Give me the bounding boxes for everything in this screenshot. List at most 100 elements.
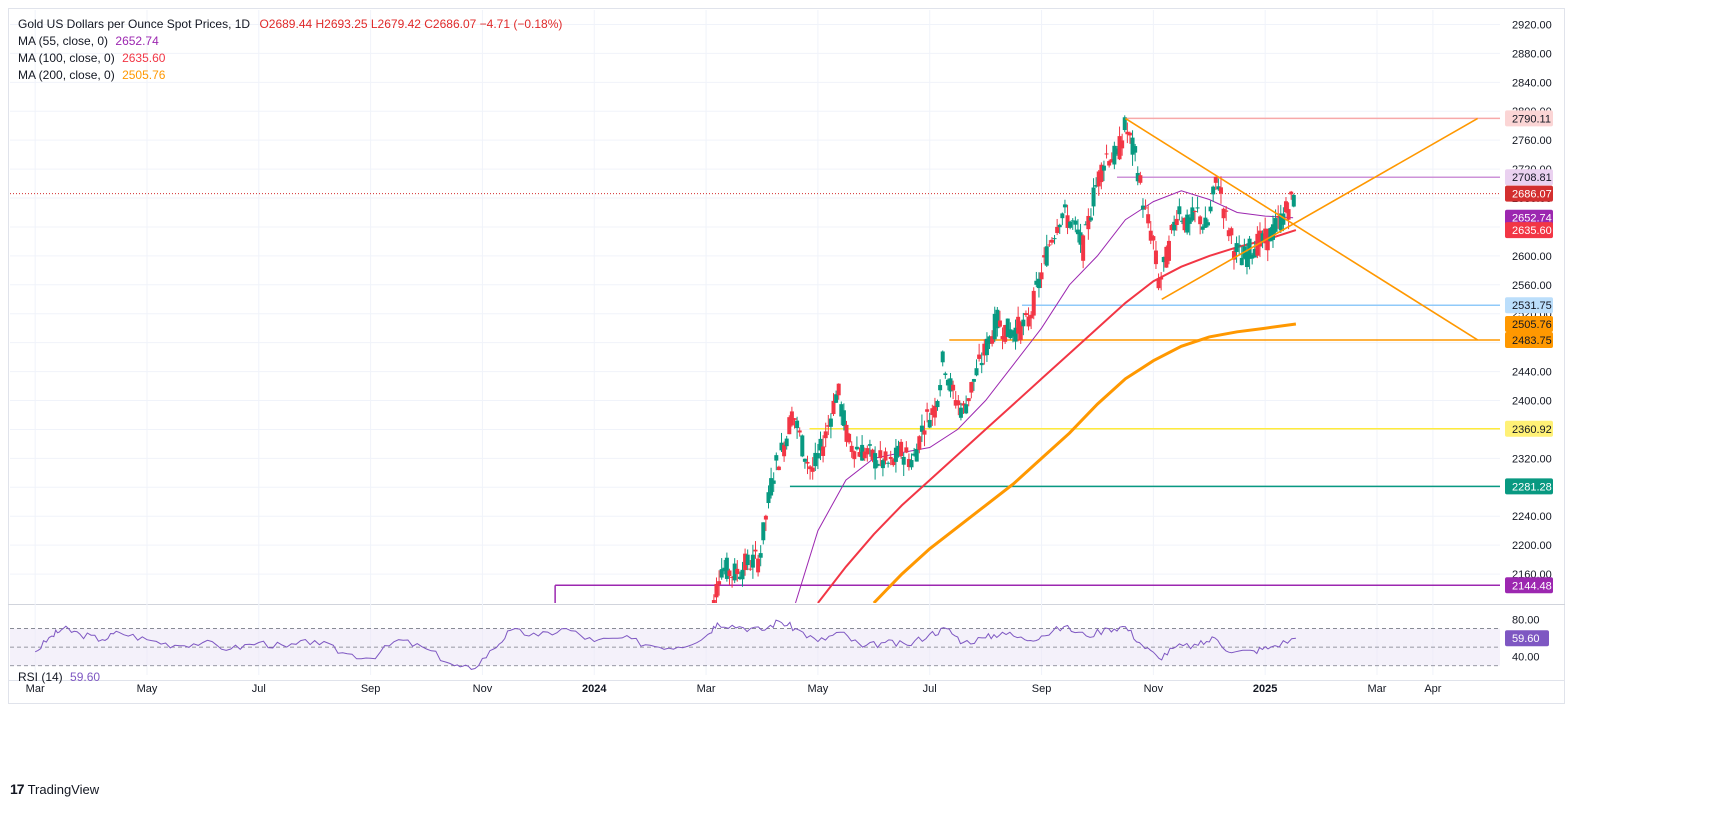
price-label-text: 2505.76 — [1512, 319, 1552, 331]
price-label-bg — [1505, 577, 1553, 594]
candle-body — [1260, 233, 1265, 242]
price-label-bg — [1505, 169, 1553, 186]
price-labels: 2790.11 2708.81 2686.07 2531.75 2483.75 2360.… — [1505, 110, 1553, 594]
candle-body — [860, 444, 865, 461]
price-label-bg — [1505, 110, 1553, 127]
candle-body — [1135, 172, 1140, 182]
candle-body — [1231, 251, 1236, 260]
candle-body — [987, 336, 992, 344]
candle-body — [990, 336, 995, 344]
symbol-title[interactable]: Gold US Dollars per Ounce Spot Prices, 1… — [18, 17, 251, 31]
candle-body — [917, 436, 922, 450]
candle-body — [1117, 136, 1122, 160]
time-tick-label: 2024 — [582, 683, 607, 695]
ma200-value: 2505.76 — [122, 68, 166, 82]
candle-body — [745, 554, 750, 566]
candle-body — [1047, 244, 1052, 246]
candle-body — [758, 553, 763, 558]
candle-body — [940, 351, 945, 363]
candle-body — [1133, 146, 1138, 153]
candle-body — [1291, 195, 1296, 207]
candle-body — [1068, 221, 1073, 228]
candle-body — [1169, 225, 1174, 231]
candle-body — [966, 398, 971, 402]
candle-body — [1039, 272, 1044, 280]
tradingview-icon: 17 — [10, 781, 25, 797]
ma55-label: MA (55, close, 0) — [18, 34, 109, 48]
candle-body — [1268, 228, 1273, 242]
rsi-legend[interactable]: RSI (14) 59.60 — [18, 670, 100, 684]
price-label-bg — [1505, 222, 1553, 239]
candle-body — [1091, 187, 1096, 207]
candle-body — [1049, 239, 1054, 243]
price-label-text: 2652.74 — [1512, 213, 1552, 225]
candle-body — [735, 568, 740, 575]
candle-body — [1107, 161, 1112, 166]
candle-body — [925, 409, 930, 412]
ma100-legend[interactable]: MA (100, close, 0) 2635.60 — [18, 50, 562, 67]
price-label-bg — [1505, 331, 1553, 348]
time-tick-label: Mar — [26, 683, 45, 695]
ma200-legend[interactable]: MA (200, close, 0) 2505.76 — [18, 67, 562, 84]
candle-body — [1234, 243, 1239, 252]
candle-body — [1036, 278, 1041, 289]
candle-body — [906, 459, 911, 468]
candle-body — [1044, 246, 1049, 266]
candle-body — [896, 445, 901, 457]
candle-body — [1229, 228, 1234, 236]
candle-body — [1153, 250, 1158, 265]
price-tick-label: 2240.00 — [1512, 511, 1552, 523]
price-tick-label: 2760.00 — [1512, 135, 1552, 147]
symbol-header: Gold US Dollars per Ounce Spot Prices, 1… — [18, 16, 562, 33]
candle-body — [938, 385, 943, 391]
candle-body — [1065, 215, 1070, 228]
candle-body — [1021, 319, 1026, 327]
candle-body — [1208, 206, 1213, 212]
tradingview-logo[interactable]: 17 TradingView — [10, 781, 99, 797]
candle-body — [1218, 187, 1223, 194]
candle-body — [743, 553, 748, 571]
candle-body — [847, 433, 852, 443]
price-tick-label: 2400.00 — [1512, 396, 1552, 408]
candle-body — [1244, 252, 1249, 267]
candle-body — [1182, 217, 1187, 231]
rsi-value-label: 59.60 — [1512, 633, 1540, 645]
candle-body — [1270, 224, 1275, 240]
candle-body — [1138, 175, 1143, 183]
candle-body — [1070, 220, 1075, 222]
candle-body — [727, 570, 732, 577]
candle-body — [1075, 229, 1080, 235]
candle-body — [1164, 246, 1169, 268]
candle-body — [821, 446, 826, 456]
candle-body — [984, 338, 989, 356]
candle-body — [1125, 131, 1130, 135]
time-tick-label: May — [137, 683, 158, 695]
time-axis: Mar May Jul Sep Nov 2024 Mar May Jul Sep Nov 2025 Ma… — [26, 683, 1442, 695]
candle-body — [1213, 176, 1218, 183]
candle-body — [1109, 159, 1114, 163]
candle-body — [1081, 235, 1086, 261]
ma55-legend[interactable]: MA (55, close, 0) 2652.74 — [18, 33, 562, 50]
candle-body — [1278, 213, 1283, 231]
candle-body — [1096, 171, 1101, 187]
candle-body — [1016, 316, 1021, 334]
candle-body — [844, 424, 849, 442]
time-tick-label: Apr — [1424, 683, 1441, 695]
candle-body — [1203, 217, 1208, 228]
candle-body — [922, 430, 927, 435]
candle-body — [787, 417, 792, 435]
candle-body — [1099, 164, 1104, 183]
candle-body — [802, 458, 807, 462]
candle-body — [750, 554, 755, 568]
price-label-bg — [1505, 185, 1553, 202]
price-label-bg — [1505, 297, 1553, 314]
candle-body — [1286, 209, 1291, 220]
candle-body — [1140, 205, 1145, 210]
candle-body — [945, 379, 950, 386]
candle-body — [1062, 204, 1067, 208]
candle-body — [1166, 240, 1171, 261]
candle-body — [865, 448, 870, 455]
candle-body — [1094, 185, 1099, 187]
